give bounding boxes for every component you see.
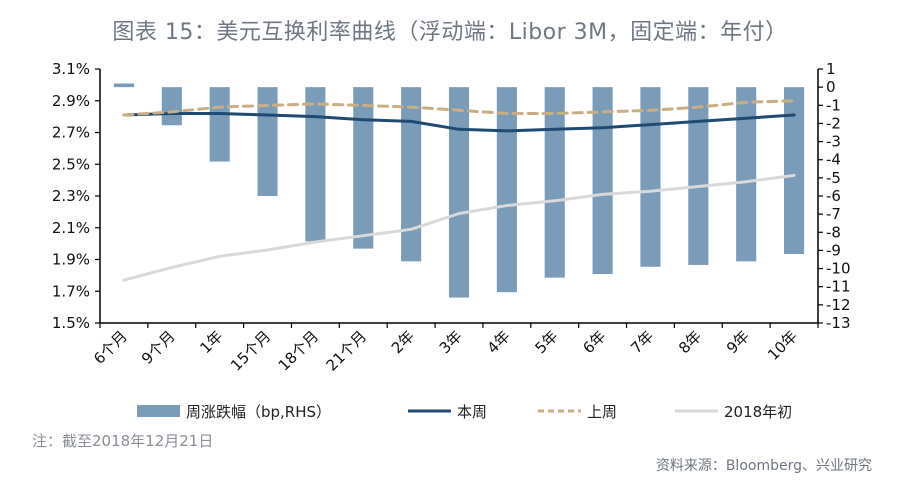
source-note: 资料来源：Bloomberg、兴业研究 [655, 458, 872, 474]
bar-18个月 [305, 87, 326, 242]
x-tick-label: 21个月 [323, 327, 370, 374]
right-tick-label: -8 [826, 223, 841, 241]
line-series [122, 99, 796, 282]
x-tick-label: 6年 [579, 327, 609, 357]
right-tick-label: -13 [826, 314, 851, 332]
bar-9个月 [161, 87, 182, 126]
right-tick-label: -3 [826, 133, 841, 151]
x-tick-label: 2年 [388, 327, 418, 357]
x-tick-label: 15个月 [227, 327, 274, 374]
bar-6个月 [113, 83, 134, 88]
chart-title: 图表 15：美元互换利率曲线（浮动端：Libor 3M，固定端：年付） [112, 20, 788, 45]
bar-10年 [784, 87, 805, 255]
left-tick-label: 1.5% [52, 314, 90, 332]
right-tick-label: -5 [826, 169, 841, 187]
bar-1年 [209, 87, 230, 162]
legend-label: 本周 [457, 403, 487, 421]
bar-21个月 [353, 87, 374, 249]
right-tick-label: -4 [826, 151, 841, 169]
right-tick-label: -9 [826, 241, 841, 259]
bar-7年 [640, 87, 661, 267]
legend-label: 周涨跌幅（bp,RHS） [186, 403, 331, 421]
x-tick-label: 8年 [675, 327, 705, 357]
x-tick-label: 7年 [627, 327, 657, 357]
x-tick-label: 6个月 [90, 327, 131, 368]
bar-2年 [401, 87, 422, 262]
left-tick-label: 2.7% [52, 124, 90, 142]
left-tick-label: 2.1% [52, 219, 90, 237]
bar-4年 [496, 87, 517, 293]
x-tick-label: 5年 [531, 327, 561, 357]
right-tick-label: -1 [826, 96, 841, 114]
right-tick-label: -11 [826, 278, 851, 296]
x-tick-label: 10年 [764, 327, 801, 364]
bar-5年 [544, 87, 565, 278]
bar-8年 [688, 87, 709, 265]
bar-series [113, 83, 805, 298]
legend-label: 2018年初 [724, 403, 792, 421]
legend: 周涨跌幅（bp,RHS） 本周 上周 2018年初 [137, 403, 792, 421]
right-tick-label: -7 [826, 205, 841, 223]
right-tick-label: -6 [826, 187, 841, 205]
x-tick-label: 9年 [723, 327, 753, 357]
right-tick-label: -10 [826, 260, 851, 278]
right-tick-label: -12 [826, 296, 851, 314]
x-tick-label: 1年 [196, 327, 226, 357]
legend-label: 上周 [587, 403, 617, 421]
bar-15个月 [257, 87, 278, 196]
footnote: 注：截至2018年12月21日 [32, 432, 214, 450]
bar-9年 [736, 87, 757, 262]
left-tick-label: 2.3% [52, 187, 90, 205]
left-tick-label: 3.1% [52, 60, 90, 78]
left-tick-label: 2.5% [52, 155, 90, 173]
legend-swatch-bar [137, 405, 180, 417]
left-tick-label: 2.9% [52, 92, 90, 110]
bar-3年 [448, 87, 470, 298]
x-tick-label: 3年 [436, 327, 466, 357]
x-tick-label: 9个月 [138, 327, 179, 368]
right-tick-label: -2 [826, 114, 841, 132]
left-tick-label: 1.9% [52, 251, 90, 269]
right-tick-label: 1 [826, 60, 836, 78]
bar-6年 [592, 87, 613, 275]
left-tick-label: 1.7% [52, 282, 90, 300]
x-tick-label: 4年 [484, 327, 514, 357]
right-tick-label: 0 [826, 78, 836, 96]
x-tick-label: 18个月 [275, 327, 322, 374]
